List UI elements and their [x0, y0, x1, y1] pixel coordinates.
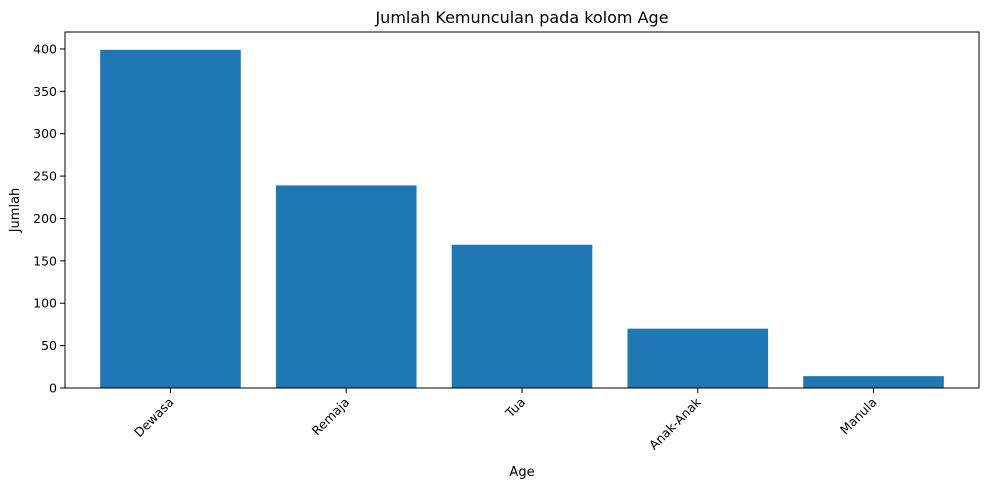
y-tick-label: 100 — [33, 296, 57, 311]
x-tick-label: Dewasa — [131, 395, 177, 441]
y-tick-label: 400 — [33, 41, 57, 56]
plot-frame — [64, 31, 980, 389]
bar-dewasa — [100, 49, 241, 389]
y-tick-label: 200 — [33, 211, 57, 226]
x-axis-label: Age — [509, 465, 534, 480]
bar-anak-anak — [627, 328, 769, 388]
bar-manula — [803, 376, 944, 388]
bar-remaja — [275, 185, 417, 388]
y-tick-label: 150 — [33, 253, 57, 268]
y-tick-label: 300 — [33, 126, 57, 141]
y-tick-label: 250 — [33, 169, 57, 184]
chart-title: Jumlah Kemunculan pada kolom Age — [374, 8, 668, 27]
y-tick-label: 350 — [33, 84, 57, 99]
bar-tua — [451, 244, 593, 388]
x-axis: Dewasa Remaja Tua Anak-Anak Manula — [131, 388, 880, 452]
x-tick-label: Tua — [502, 395, 528, 421]
y-tick-label: 0 — [49, 381, 57, 396]
y-axis-label: Jumlah — [8, 188, 23, 234]
x-tick-label: Manula — [837, 395, 880, 438]
y-axis: 0 50 100 150 200 250 300 350 400 — [33, 41, 65, 396]
bars-group — [100, 49, 944, 389]
x-tick-label: Remaja — [309, 395, 353, 439]
y-tick-label: 50 — [41, 338, 57, 353]
x-tick-label: Anak-Anak — [646, 394, 705, 453]
